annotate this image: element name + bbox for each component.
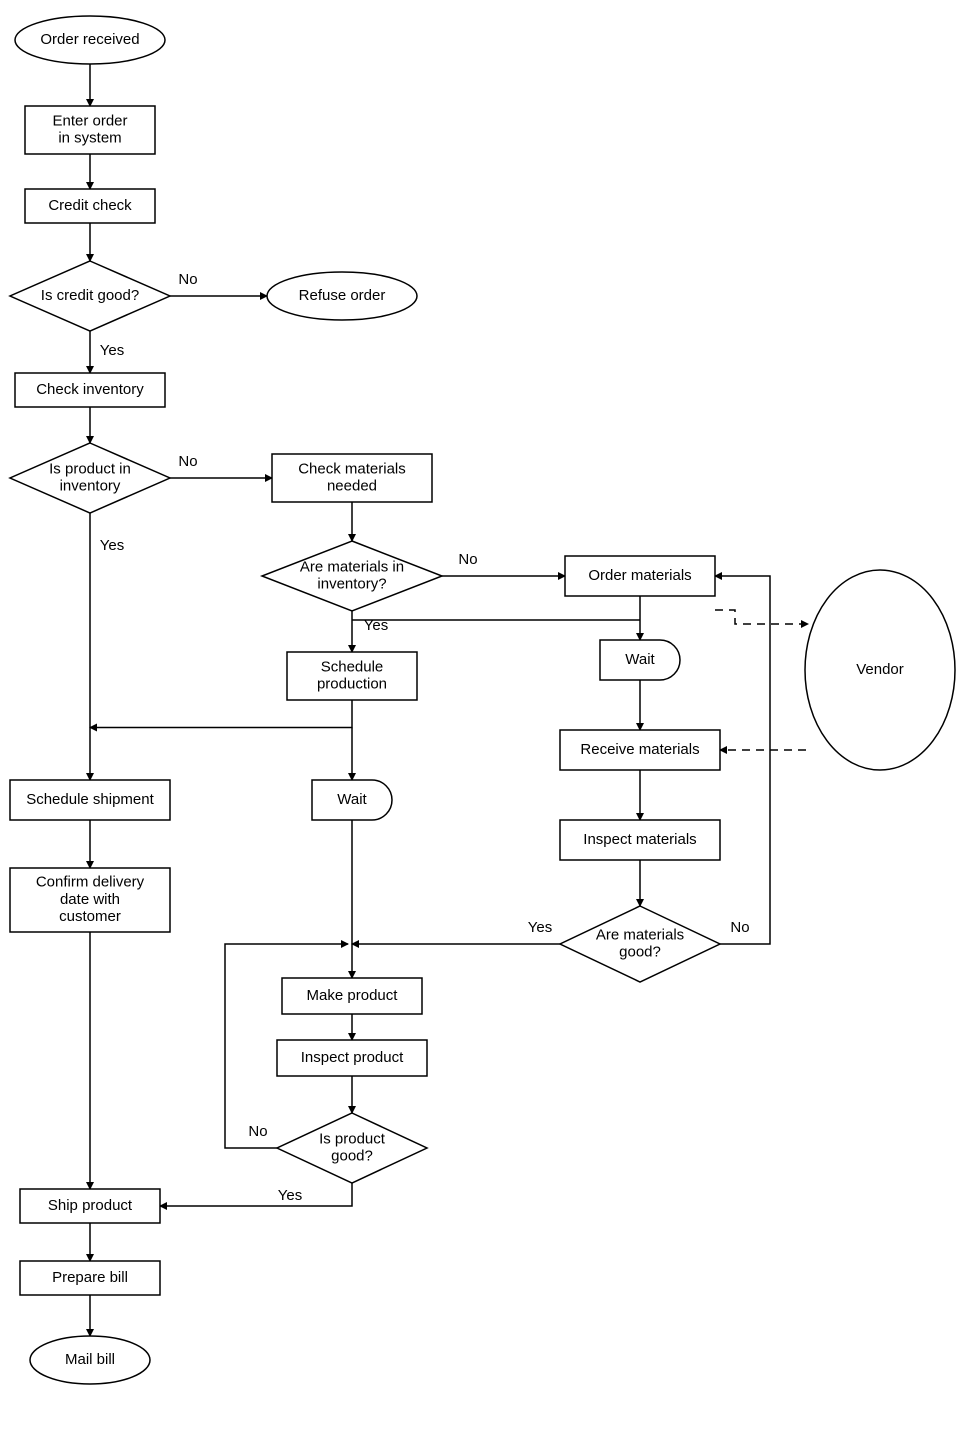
edge-schedule_prod-schedule_shipment_branch — [90, 700, 352, 728]
node-inspect_product: Inspect product — [277, 1040, 427, 1076]
edge-label: Yes — [100, 342, 124, 359]
node-are_materials_inv: Are materials ininventory? — [262, 541, 442, 611]
node-label: Mail bill — [65, 1351, 115, 1368]
node-order_materials: Order materials — [565, 556, 715, 596]
node-label: Vendor — [856, 661, 904, 678]
node-label: Wait — [625, 651, 655, 668]
node-label: customer — [59, 908, 121, 925]
node-label: inventory? — [317, 576, 386, 593]
node-label: Enter order — [52, 112, 127, 129]
node-label: good? — [619, 944, 661, 961]
node-label: Make product — [307, 987, 399, 1004]
edge-label: No — [178, 271, 197, 288]
node-label: Are materials in — [300, 558, 404, 575]
node-prepare_bill: Prepare bill — [20, 1261, 160, 1295]
node-label: inventory — [60, 478, 121, 495]
edge-label: Yes — [528, 919, 552, 936]
node-label: Order materials — [588, 567, 691, 584]
edge-order_materials-vendor — [715, 610, 808, 624]
node-schedule_prod: Scheduleproduction — [287, 652, 417, 700]
edge-label: No — [458, 551, 477, 568]
node-check_materials: Check materialsneeded — [272, 454, 432, 502]
node-label: needed — [327, 478, 377, 495]
node-label: good? — [331, 1148, 373, 1165]
node-label: Check materials — [298, 460, 406, 477]
node-is_product_good: Is productgood? — [277, 1113, 427, 1183]
node-label: Is product in — [49, 460, 131, 477]
node-label: Credit check — [48, 197, 132, 214]
node-schedule_shipment: Schedule shipment — [10, 780, 170, 820]
edge-label: Yes — [278, 1187, 302, 1204]
node-ship_product: Ship product — [20, 1189, 160, 1223]
edge-label: Yes — [100, 537, 124, 554]
edge-label: No — [178, 453, 197, 470]
node-label: Order received — [40, 31, 139, 48]
node-label: Inspect materials — [583, 831, 696, 848]
edge-are_materials_good-order_materials — [715, 576, 770, 944]
edge-label: No — [730, 919, 749, 936]
node-label: Is credit good? — [41, 287, 139, 304]
node-label: Receive materials — [580, 741, 699, 758]
node-wait1: Wait — [312, 780, 392, 820]
node-label: Are materials — [596, 926, 684, 943]
node-order_received: Order received — [15, 16, 165, 64]
node-label: Is product — [319, 1130, 386, 1147]
node-credit_check: Credit check — [25, 189, 155, 223]
node-inspect_materials: Inspect materials — [560, 820, 720, 860]
node-enter_order: Enter orderin system — [25, 106, 155, 154]
node-label: Inspect product — [301, 1049, 404, 1066]
node-label: Refuse order — [299, 287, 386, 304]
node-label: date with — [60, 891, 120, 908]
node-confirm_delivery: Confirm deliverydate withcustomer — [10, 868, 170, 932]
node-label: Wait — [337, 791, 367, 808]
node-mail_bill: Mail bill — [30, 1336, 150, 1384]
node-label: Schedule — [321, 658, 384, 675]
edge-label: No — [248, 1123, 267, 1140]
node-is_credit_good: Is credit good? — [10, 261, 170, 331]
node-vendor: Vendor — [805, 570, 955, 770]
node-label: Confirm delivery — [36, 874, 145, 891]
edge-is_product_good-ship_product — [160, 1183, 352, 1206]
node-label: production — [317, 676, 387, 693]
node-make_product: Make product — [282, 978, 422, 1014]
flowchart-canvas: Order received Enter orderin system Credit… — [0, 0, 976, 1446]
node-are_materials_good: Are materialsgood? — [560, 906, 720, 982]
node-is_product_inv: Is product ininventory — [10, 443, 170, 513]
node-check_inventory: Check inventory — [15, 373, 165, 407]
node-receive_materials: Receive materials — [560, 730, 720, 770]
node-label: Check inventory — [36, 381, 144, 398]
node-label: in system — [58, 130, 121, 147]
node-label: Schedule shipment — [26, 791, 154, 808]
node-label: Ship product — [48, 1197, 133, 1214]
node-wait2: Wait — [600, 640, 680, 680]
node-refuse_order: Refuse order — [267, 272, 417, 320]
node-label: Prepare bill — [52, 1269, 128, 1286]
edge-label: Yes — [364, 617, 388, 634]
